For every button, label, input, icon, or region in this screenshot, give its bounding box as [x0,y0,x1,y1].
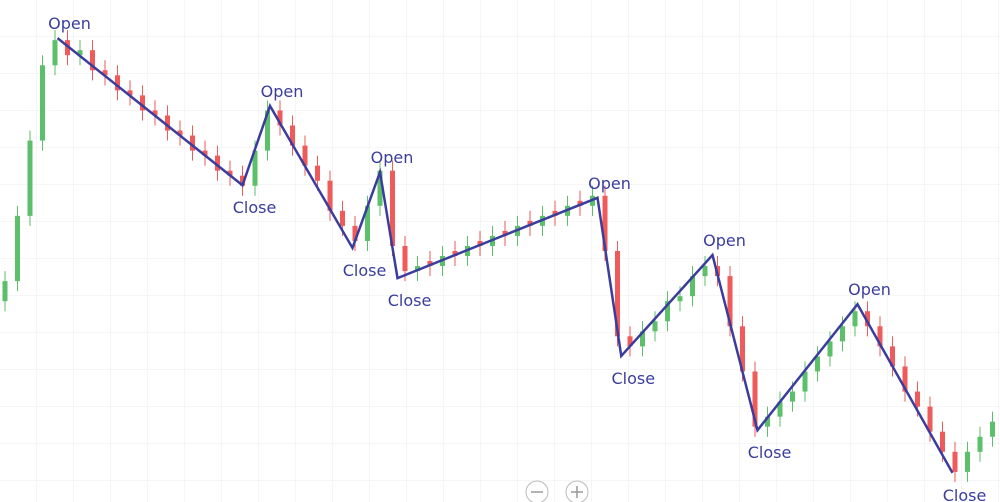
candle-body [227,170,233,176]
zigzag-label: Open [848,280,891,299]
candle-body [865,311,870,327]
zigzag-line [56,37,954,474]
candle-body [702,266,708,277]
zigzag-label: Close [233,198,277,217]
zigzag-label: Open [371,148,414,167]
candle-body [877,326,883,347]
zigzag-label: Close [388,291,432,310]
candle-body [15,215,20,282]
candle-body [302,145,308,166]
candle-body [640,331,645,347]
candle-body [415,266,420,272]
candle-body [677,296,683,302]
candle-body [915,391,920,407]
candle-body [765,416,770,427]
candle-body [140,95,145,111]
candle-body [840,326,845,342]
candle-body [990,421,995,437]
zigzag-label: Open [48,14,91,33]
candle-body [952,451,958,472]
zigzag-label: Close [611,369,655,388]
candle-body [965,451,970,472]
candle-body [852,311,858,327]
candle-body [90,50,95,71]
candle-body [940,431,945,452]
candle-body [27,140,33,216]
candle-body [327,180,333,211]
candle-body [827,341,833,357]
candle-body [215,155,220,171]
candle-body [277,110,283,126]
candle-body [477,240,483,246]
zigzag-label: Close [343,261,387,280]
candle-body [502,230,508,236]
zigzag-label: Open [703,231,746,250]
candle-body [627,336,633,347]
candle-body [340,210,345,226]
zigzag-label: Close [943,486,987,502]
candle-body [2,281,8,302]
candle-body [390,170,395,246]
candle-body [665,301,670,322]
candle-body [977,436,983,452]
candle-body [165,115,170,131]
candle-body [152,110,158,116]
candle-body [802,371,808,392]
candle-body [365,205,370,241]
candle-body [690,276,695,297]
plot: Open Close Open Close Open Close Open Close Open… [2,14,995,502]
candle-body [577,200,583,206]
candle-body [902,366,908,392]
candle-body [77,50,83,56]
candle-body [102,70,108,76]
candle-body [552,210,558,216]
candle-body [240,175,245,186]
candle-body [290,125,295,146]
candle-body [752,371,758,427]
candle-body [40,65,45,141]
candle-body [352,225,358,241]
candle-body [427,261,433,267]
candle-body [377,170,383,206]
candle-body [202,150,208,156]
candle-body [190,135,195,151]
zigzag-label: Close [748,443,792,462]
candle-body [315,165,320,181]
candle-body [52,40,58,66]
candle-body [402,245,408,272]
candle-body [777,401,783,417]
candle-body [177,130,183,136]
candle-body [615,251,620,337]
candle-body [115,75,120,91]
candle-body [790,391,795,402]
zigzag-label: Open [588,174,631,193]
candle-body [740,326,745,372]
candle-body [652,321,658,332]
candle-body [252,150,258,186]
candle-body [452,251,458,257]
zigzag-label: Open [261,82,304,101]
candle-body [727,276,733,327]
candle-body [127,90,133,96]
candle-body [815,356,820,372]
candle-body [890,346,895,367]
candle-body [927,406,933,432]
zoom-in-button[interactable] [565,480,589,502]
zoom-out-button[interactable] [525,480,549,502]
candle-body [602,195,608,251]
candle-body [527,220,533,226]
candle-body [265,110,270,151]
